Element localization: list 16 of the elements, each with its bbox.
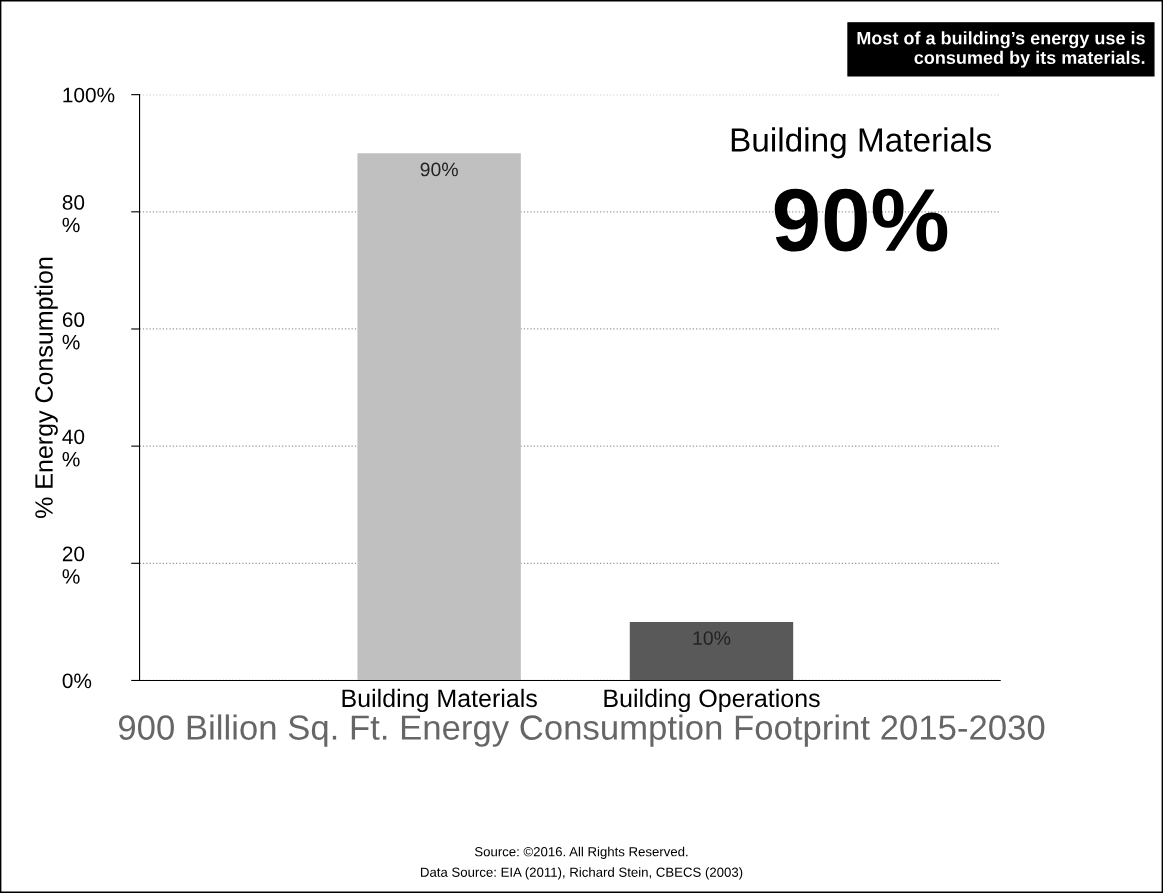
y-tick-label: 20 % — [62, 546, 85, 584]
annotation: Building Materials — [731, 127, 991, 159]
source-note: Source: ©2016. All Rights Reserved. — [474, 846, 688, 859]
y-tick-label: 40 % — [62, 429, 85, 467]
annotation: 90% — [774, 188, 948, 252]
data-label: 90% — [420, 162, 458, 177]
y-axis-title: % Energy Consumption — [34, 257, 58, 518]
text: 900 Billion Sq. Ft. Energy Consumption Footprint 2015-2030 — [118, 714, 1045, 747]
data-label: 10% — [693, 631, 731, 645]
x-tick-label: Building Operations — [604, 688, 820, 713]
source-note: Data Source: EIA (2011), Richard Stein, CBECS (2003) — [421, 867, 743, 880]
y-tick-label: 80 % — [62, 195, 85, 233]
y-tick-label: 0% — [62, 673, 92, 689]
y-tick-label: 100% — [63, 87, 115, 103]
text: Most of a building’s energy use is consumed by its materials. — [857, 31, 1145, 68]
y-tick-label: 60 % — [62, 312, 85, 350]
